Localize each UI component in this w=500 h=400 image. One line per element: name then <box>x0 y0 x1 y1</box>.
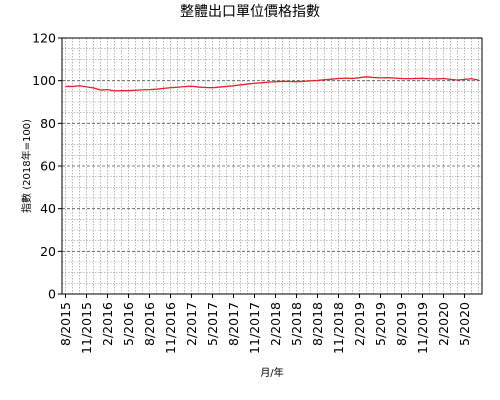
y-tick-label: 60 <box>40 159 56 174</box>
x-tick-label: 8/2019 <box>394 302 409 346</box>
y-tick-label: 100 <box>32 73 56 88</box>
x-tick-label: 2/2016 <box>100 302 115 346</box>
x-tick-label: 11/2017 <box>247 302 262 354</box>
y-tick-label: 20 <box>40 244 56 259</box>
y-tick-label: 0 <box>48 287 56 302</box>
series-line <box>65 76 479 92</box>
x-tick-label: 8/2015 <box>58 302 73 346</box>
x-tick-label: 11/2019 <box>415 302 430 354</box>
y-axis-label: 指數 (2018年=100) <box>20 119 33 213</box>
x-tick-label: 2/2018 <box>268 302 283 346</box>
x-tick-label: 2/2020 <box>436 302 451 346</box>
x-tick-label: 11/2015 <box>79 302 94 354</box>
x-tick-label: 2/2019 <box>352 302 367 346</box>
x-axis: 8/2015 11/2015 2/2016 5/2016 8/2016 11/2016 2/… <box>58 294 472 354</box>
x-tick-label: 5/2019 <box>373 302 388 346</box>
y-tick-label: 120 <box>32 31 56 46</box>
x-tick-label: 8/2016 <box>142 302 157 346</box>
grid <box>62 38 482 294</box>
x-tick-label: 8/2018 <box>310 302 325 346</box>
x-tick-label: 5/2020 <box>457 302 472 346</box>
x-tick-label: 11/2018 <box>331 302 346 354</box>
y-axis: 0 20 40 60 80 100 120 <box>32 31 62 302</box>
x-axis-label: 月/年 <box>260 366 283 379</box>
y-tick-label: 80 <box>40 116 56 131</box>
y-tick-label: 40 <box>40 201 56 216</box>
x-tick-label: 8/2017 <box>226 302 241 346</box>
x-tick-label: 2/2017 <box>184 302 199 346</box>
x-tick-label: 5/2016 <box>121 302 136 346</box>
series-layer <box>65 76 479 92</box>
x-tick-label: 5/2018 <box>289 302 304 346</box>
x-tick-label: 11/2016 <box>163 302 178 354</box>
x-tick-label: 5/2017 <box>205 302 220 346</box>
chart-title: 整體出口單位價格指數 <box>180 3 320 20</box>
